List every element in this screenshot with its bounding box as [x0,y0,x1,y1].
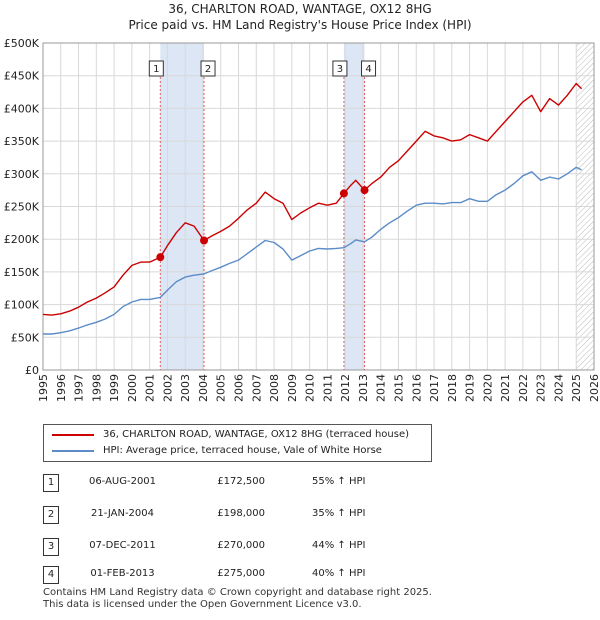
transaction-price: £275,000 [217,568,265,579]
x-tick-label: 2010 [304,374,317,402]
transaction-price: £172,500 [217,476,265,487]
legend-swatch-hpi [52,450,94,452]
y-tick-label: £350K [4,135,40,148]
sale-point [339,189,348,198]
plot-border [42,42,595,371]
price-chart: £0 £50K £100K £150K £200K £250K £300K £350K £400… [4,37,600,402]
transaction-number-badge: 2 [43,506,59,524]
x-tick-label: 2004 [197,374,210,402]
sale-number-box [332,60,348,77]
x-tick-label: 2021 [499,374,512,402]
transaction-hpi-change: 40% ↑ HPI [312,568,366,579]
y-tick-label: £500K [4,37,40,50]
x-tick-label: 1996 [55,374,68,402]
x-tick-label: 1995 [37,374,50,402]
transaction-date: 07-DEC-2011 [89,540,156,551]
transaction-date: 01-FEB-2013 [90,568,155,579]
transaction-date: 06-AUG-2001 [88,476,157,487]
legend-swatch-property [52,434,94,436]
x-tick-label: 1997 [73,374,86,402]
y-tick-label: £150K [4,266,40,279]
sale-point [360,186,369,195]
y-tick-label: £50K [11,331,40,344]
transaction-hpi-change: 44% ↑ HPI [312,540,366,551]
footer-license: This data is licensed under the Open Gov… [43,599,362,610]
sale-number-box [148,60,164,77]
x-tick-label: 2014 [375,374,388,402]
series-line-hpi [43,166,582,335]
x-tick-label: 2024 [552,374,565,402]
x-tick-label: 2015 [392,374,405,402]
x-tick-label: 2016 [410,374,423,402]
transaction-date: 21-JAN-2004 [90,508,155,519]
chart-subtitle: Price paid vs. HM Land Registry's House … [128,18,472,32]
sale-number-label: 3 [337,64,343,75]
legend-label-hpi: HPI: Average price, terraced house, Vale… [103,445,382,456]
footer: Contains HM Land Registry data © Crown c… [43,587,432,611]
transaction-hpi-change: 55% ↑ HPI [312,476,366,487]
x-tick-label: 2012 [339,374,352,402]
x-tick-label: 2020 [481,374,494,402]
sale-number-label: 1 [153,64,159,75]
y-tick-label: £450K [4,70,40,83]
x-tick-label: 2019 [464,374,477,402]
table-row: 2 21-JAN-2004 £198,000 35% ↑ HPI [0,506,600,524]
x-tick-label: 2002 [161,374,174,402]
x-tick-label: 2011 [321,374,334,402]
sale-point [200,236,209,245]
x-tick-label: 2022 [517,374,530,402]
x-tick-label: 2026 [588,374,600,402]
table-row: 1 06-AUG-2001 £172,500 55% ↑ HPI [0,474,600,492]
y-tick-label: £0 [25,364,39,377]
x-tick-label: 2018 [446,374,459,402]
table-row: 4 01-FEB-2013 £275,000 40% ↑ HPI [0,566,600,584]
x-tick-label: 2005 [215,374,228,402]
y-tick-label: £300K [4,168,40,181]
sale-number-label: 4 [365,64,371,75]
x-tick-label: 2006 [233,374,246,402]
sale-number-box [361,60,377,77]
x-tick-label: 2007 [250,374,263,402]
x-tick-label: 2000 [126,374,139,402]
table-row: 3 07-DEC-2011 £270,000 44% ↑ HPI [0,538,600,556]
sale-number-label: 2 [205,64,211,75]
legend-label-property: 36, CHARLTON ROAD, WANTAGE, OX12 8HG (te… [103,429,410,440]
x-tick-label: 2003 [179,374,192,402]
x-tick-label: 2009 [286,374,299,402]
footer-copyright: Contains HM Land Registry data © Crown c… [43,587,432,598]
legend: 36, CHARLTON ROAD, WANTAGE, OX12 8HG (te… [43,424,432,462]
x-tick-label: 2013 [357,374,370,402]
transaction-hpi-change: 35% ↑ HPI [312,508,366,519]
transaction-price: £198,000 [217,508,265,519]
x-tick-label: 2001 [144,374,157,402]
x-tick-label: 1999 [108,374,121,402]
transaction-number-badge: 3 [43,538,59,556]
transaction-number-badge: 1 [43,474,59,492]
transaction-number-badge: 4 [43,566,59,584]
x-tick-label: 1998 [90,374,103,402]
x-tick-label: 2023 [535,374,548,402]
y-tick-label: £100K [4,299,40,312]
chart-title: 36, CHARLTON ROAD, WANTAGE, OX12 8HG [168,2,432,16]
y-tick-label: £200K [4,233,40,246]
x-tick-label: 2017 [428,374,441,402]
x-tick-label: 2008 [268,374,281,402]
sale-number-box [200,60,216,77]
y-tick-label: £400K [4,102,40,115]
series-line-property [42,82,583,316]
sale-point [156,253,165,262]
y-tick-label: £250K [4,201,40,214]
transaction-price: £270,000 [217,540,265,551]
x-tick-label: 2025 [570,374,583,402]
